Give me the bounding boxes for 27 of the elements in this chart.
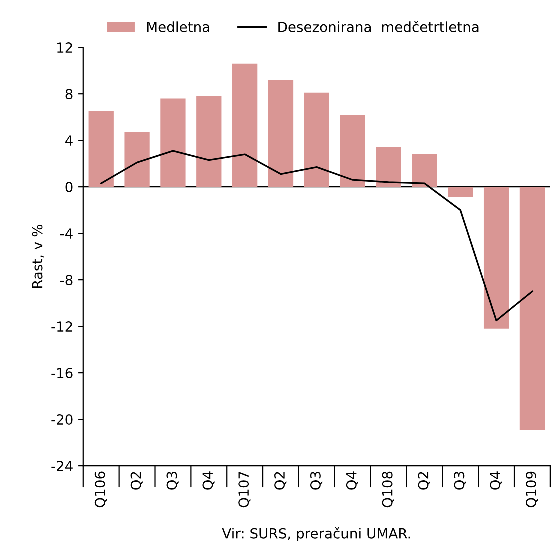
legend-label: Medletna	[147, 22, 210, 32]
y-tick-label: -16	[52, 368, 73, 379]
x-tick-label: Q2	[130, 472, 143, 490]
x-tick-label: Q2	[274, 472, 287, 490]
y-tick-label: 8	[66, 89, 73, 100]
y-tick-label: 4	[66, 136, 73, 146]
x-tick-label: Q2	[418, 472, 430, 490]
x-tick-label: Q3	[166, 472, 179, 490]
x-tick-label: Q107	[238, 472, 251, 508]
x-tick-label: Q3	[310, 472, 323, 490]
y-tick-label: -4	[60, 228, 73, 239]
x-tick-label: Q4	[202, 472, 215, 490]
legend-label: Desezonirana medčetrtletna	[278, 21, 479, 32]
y-tick-label: -8	[60, 275, 73, 286]
y-axis-title: Rast, v %	[32, 224, 44, 288]
text: Vir: SURS, preračuni UMAR.	[222, 528, 410, 542]
x-tick-label: Q108	[382, 472, 394, 508]
x-tick-label: Q4	[346, 472, 358, 490]
x-tick-label: Q106	[94, 472, 107, 508]
x-tick-label: Q3	[454, 472, 466, 490]
y-tick-label: -24	[52, 461, 73, 472]
y-tick-label: 0	[66, 182, 73, 193]
y-tick-label: 12	[58, 42, 72, 53]
y-tick-label: -20	[52, 414, 73, 426]
x-tick-label: Q4	[490, 472, 502, 490]
y-tick-label: -12	[52, 322, 72, 332]
x-tick-label: Q109	[526, 472, 538, 508]
